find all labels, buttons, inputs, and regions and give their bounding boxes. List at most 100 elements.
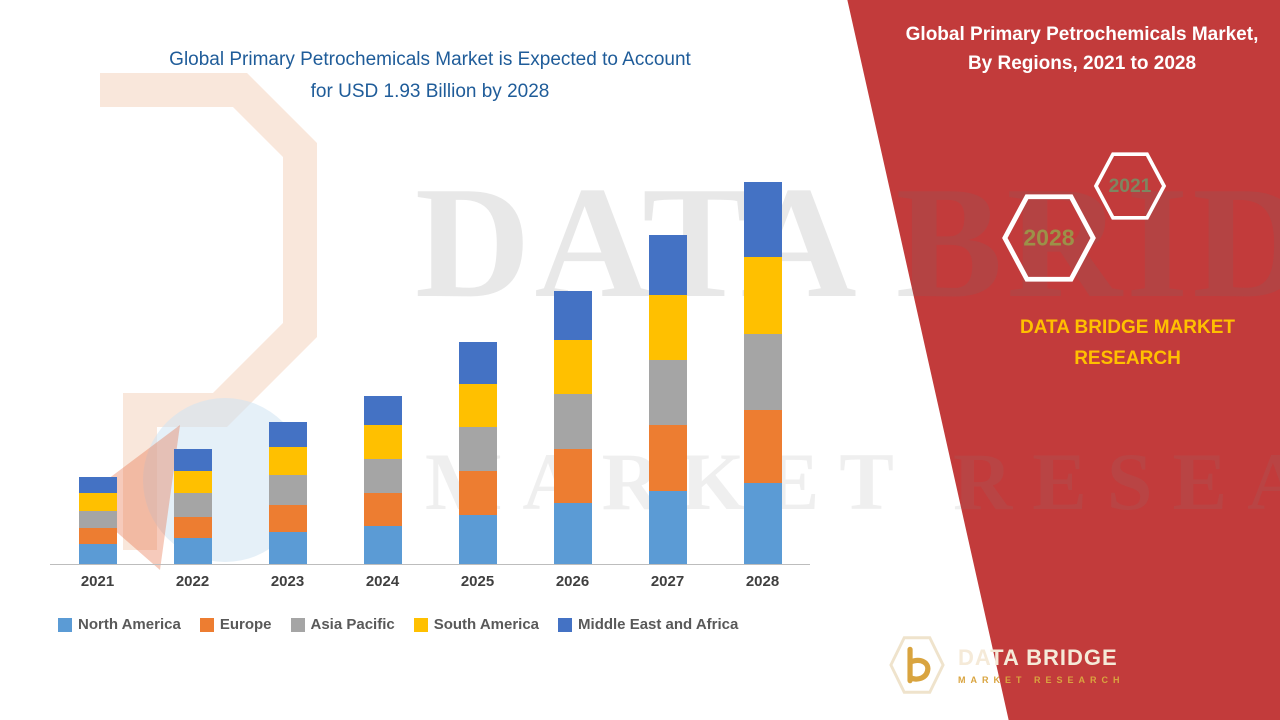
bar-segment-2023-north-america [268, 532, 307, 564]
bar-segment-2027-asia-pacific [648, 360, 687, 426]
bar-column-2021 [50, 175, 145, 564]
hexagon-2021-label: 2021 [1109, 176, 1152, 197]
bar-segment-2021-north-america [78, 544, 117, 564]
bar-segment-2028-asia-pacific [743, 334, 782, 410]
bar-stack-2021 [78, 477, 117, 564]
brand-text-line1: DATA BRIDGE MARKET [1020, 317, 1235, 338]
chart-main-title-line1: Global Primary Petrochemicals Market is … [169, 49, 691, 70]
legend-item-north-america: North America [58, 616, 181, 633]
bar-column-2022 [145, 175, 240, 564]
bar-column-2026 [525, 175, 620, 564]
bar-stack-2022 [173, 449, 212, 564]
x-axis-label-2028: 2028 [745, 573, 780, 590]
bar-segment-2024-europe [363, 492, 402, 527]
legend-swatch-south-america [413, 617, 428, 632]
hexagon-outline-icon: 2028 [1002, 194, 1096, 282]
legend-item-europe: Europe [199, 616, 272, 633]
chart-legend: North America Europe Asia Pacific South Ame… [58, 616, 738, 633]
bar-stack-2028 [743, 181, 782, 564]
brand-text-line2: RESEARCH [1074, 348, 1181, 370]
x-axis-label-2023: 2023 [270, 573, 305, 590]
bar-segment-2022-europe [173, 516, 212, 539]
legend-label-middle-east-and-africa: Middle East and Africa [578, 616, 739, 633]
logo-text-block: DATA BRIDGE MARKET RESEARCH [958, 645, 1125, 685]
bar-segment-2025-asia-pacific [458, 427, 497, 471]
hexagon-2021: 2021 [1093, 148, 1167, 229]
bar-segment-2025-south-america [458, 383, 497, 428]
panel-title: Global Primary Petrochemicals Market, By… [905, 24, 1259, 75]
hexagon-2028: 2028 [998, 190, 1100, 291]
bar-segment-2021-europe [78, 528, 117, 545]
x-axis-label-2021: 2021 [80, 573, 115, 590]
legend-label-south-america: South America [433, 616, 540, 633]
legend-item-south-america: South America [413, 616, 540, 633]
bar-stack-2025 [458, 342, 497, 564]
legend-label-north-america: North America [78, 616, 181, 633]
logo-name: DATA BRIDGE [958, 645, 1118, 670]
hexagon-2028-label: 2028 [1023, 225, 1074, 251]
bar-column-2024 [335, 175, 430, 564]
legend-item-middle-east-and-africa: Middle East and Africa [558, 616, 738, 633]
bar-segment-2024-south-america [363, 425, 402, 460]
bar-column-2023 [240, 175, 335, 564]
bar-segment-2028-europe [743, 409, 782, 483]
bar-column-2025 [430, 175, 525, 564]
bar-segment-2026-south-america [553, 340, 592, 394]
stacked-bar-chart: 2021 2022 2023 2024 2025 2026 2027 2028 [50, 175, 810, 590]
bar-segment-2021-asia-pacific [78, 510, 117, 529]
bar-segment-2025-europe [458, 470, 497, 515]
chart-main-title-line2: for USD 1.93 Billion by 2028 [310, 81, 550, 103]
x-axis-label-2026: 2026 [555, 573, 590, 590]
bar-segment-2028-middle-east-and-africa [743, 181, 782, 258]
x-axis-label-2022: 2022 [175, 573, 210, 590]
legend-swatch-middle-east-and-africa [558, 617, 573, 632]
bar-segment-2024-north-america [363, 526, 402, 564]
legend-label-europe: Europe [219, 616, 272, 633]
x-axis-labels: 2021 2022 2023 2024 2025 2026 2027 2028 [50, 573, 810, 590]
x-axis-label-2025: 2025 [460, 573, 495, 590]
chart-plot-area [50, 175, 810, 565]
bar-segment-2027-middle-east-and-africa [648, 235, 687, 295]
bar-segment-2028-north-america [743, 482, 782, 564]
bar-segment-2022-middle-east-and-africa [173, 449, 212, 471]
legend-item-asia-pacific: Asia Pacific [290, 616, 395, 633]
x-axis-label-2027: 2027 [650, 573, 685, 590]
bar-segment-2026-middle-east-and-africa [553, 290, 592, 341]
bar-column-2028 [715, 175, 810, 564]
bar-segment-2027-north-america [648, 490, 687, 564]
bar-segment-2028-south-america [743, 257, 782, 335]
legend-label-asia-pacific: Asia Pacific [310, 616, 395, 633]
bar-segment-2021-south-america [78, 492, 117, 511]
legend-swatch-north-america [58, 617, 72, 632]
bar-segment-2023-south-america [268, 447, 307, 475]
bar-segment-2022-north-america [173, 538, 212, 564]
bar-segment-2025-middle-east-and-africa [458, 342, 497, 384]
bar-segment-2024-asia-pacific [363, 459, 402, 493]
bar-segment-2026-asia-pacific [553, 393, 592, 450]
bar-segment-2023-middle-east-and-africa [268, 421, 307, 448]
bar-segment-2021-middle-east-and-africa [78, 477, 117, 493]
bar-segment-2023-europe [268, 504, 307, 533]
bar-column-2027 [620, 175, 715, 564]
logo-subtitle: MARKET RESEARCH [958, 675, 1125, 685]
bar-segment-2027-south-america [648, 294, 687, 361]
bar-segment-2026-europe [553, 449, 592, 503]
bar-stack-2026 [553, 290, 592, 564]
bar-segment-2026-north-america [553, 502, 592, 564]
bar-stack-2027 [648, 235, 687, 564]
bar-stack-2023 [268, 421, 307, 564]
data-bridge-logo: DATA BRIDGE MARKET RESEARCH [888, 634, 1125, 696]
chart-main-title: Global Primary Petrochemicals Market is … [55, 44, 805, 109]
hexagon-outline-icon: 2021 [1093, 152, 1167, 220]
bar-segment-2022-asia-pacific [173, 492, 212, 517]
data-bridge-b-logo-icon [889, 636, 945, 694]
bar-segment-2022-south-america [173, 470, 212, 493]
legend-swatch-europe [199, 617, 214, 632]
bar-stack-2024 [363, 395, 402, 564]
brand-text: DATA BRIDGE MARKET RESEARCH [1005, 312, 1250, 375]
bar-segment-2024-middle-east-and-africa [363, 395, 402, 426]
bar-segment-2023-asia-pacific [268, 474, 307, 505]
bar-segment-2027-europe [648, 425, 687, 491]
bar-segment-2025-north-america [458, 514, 497, 564]
